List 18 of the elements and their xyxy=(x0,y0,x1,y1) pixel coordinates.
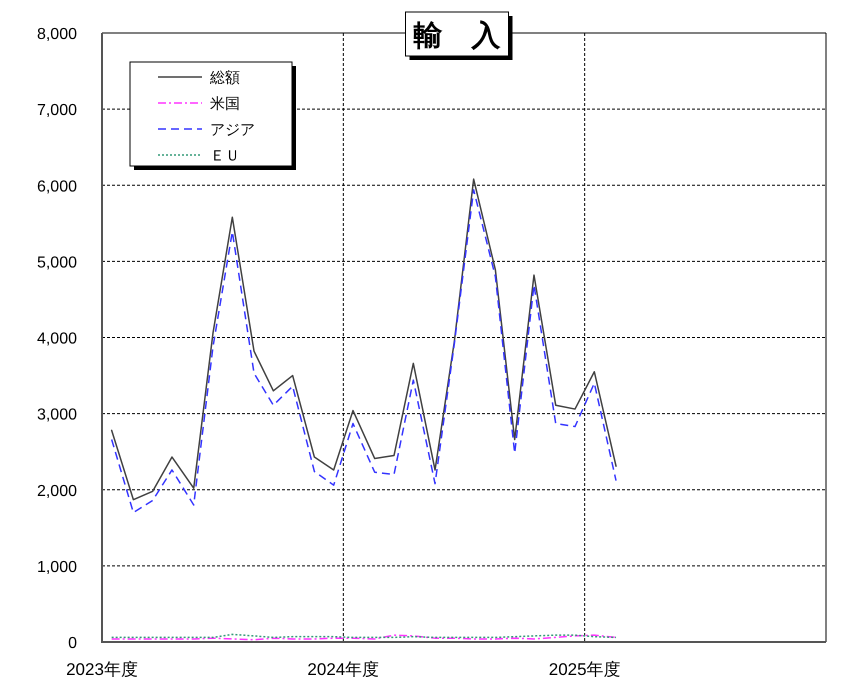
y-tick-label: 5,000 xyxy=(36,254,78,272)
y-tick-label: 1,000 xyxy=(36,558,78,576)
x-tick-label: 2025年度 xyxy=(548,660,621,679)
legend-label: ＥＵ xyxy=(210,148,240,164)
chart-title: 輸 入 xyxy=(412,20,502,52)
legend-label: 米国 xyxy=(210,96,240,112)
legend-label: アジア xyxy=(210,122,255,138)
title: 輸 入 xyxy=(405,12,512,60)
legend-label: 総額 xyxy=(209,70,240,86)
y-tick-label: 7,000 xyxy=(36,102,78,120)
y-tick-label: 3,000 xyxy=(36,406,78,424)
y-tick-label: 8,000 xyxy=(36,26,78,43)
y-tick-label: 6,000 xyxy=(36,178,78,196)
y-tick-label: 0 xyxy=(68,635,78,652)
x-tick-label: 2023年度 xyxy=(66,660,138,679)
y-tick-label: 2,000 xyxy=(36,482,78,500)
x-tick-label: 2024年度 xyxy=(307,660,380,679)
y-tick-label: 4,000 xyxy=(36,330,78,348)
